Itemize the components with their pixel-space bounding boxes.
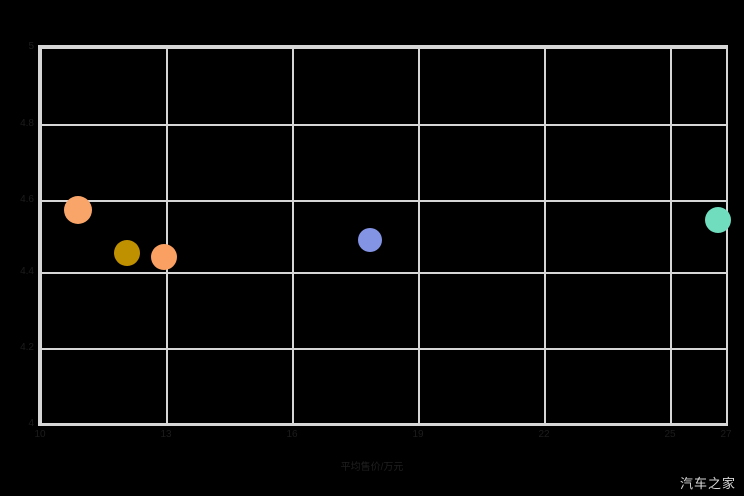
gridline-horizontal [40,200,726,202]
x-axis-title: 平均售价/万元 [340,462,404,473]
gridline-horizontal [40,47,726,49]
gridline-vertical [166,47,168,424]
x-tick-label-0: 10 [34,429,46,440]
gridline-horizontal [40,124,726,126]
watermark: 汽车之家 [679,476,736,491]
x-tick-label-1: 13 [160,429,172,440]
x-tick-label-6: 27 [720,429,732,440]
gridline-vertical [418,47,420,424]
x-tick-label-3: 19 [412,429,424,440]
scatter-point-3[interactable] [151,244,177,270]
x-tick-label-2: 16 [286,429,298,440]
x-tick-label-5: 25 [664,429,676,440]
gridline-horizontal [40,424,726,426]
scatter-point-1[interactable] [64,196,92,224]
scatter-point-2[interactable] [114,240,140,266]
gridline-vertical [670,47,672,424]
scatter-point-4[interactable] [358,228,382,252]
gridline-vertical [40,47,42,424]
gridline-vertical [544,47,546,424]
x-tick-label-4: 22 [538,429,550,440]
y-tick-label-4: 4.2 [20,342,34,353]
gridline-vertical [726,47,728,424]
plot-area [40,47,726,424]
gridline-horizontal [40,348,726,350]
y-tick-label-0: 5 [28,41,34,52]
y-tick-label-5: 4 [28,418,34,429]
y-tick-label-3: 4.4 [20,266,34,277]
gridline-horizontal [40,272,726,274]
axis-spine-top [38,45,728,47]
y-tick-label-2: 4.6 [20,194,34,205]
y-axis-spine [38,45,41,426]
gridline-vertical [292,47,294,424]
scatter-point-5[interactable] [705,207,731,233]
y-tick-label-1: 4.8 [20,118,34,129]
